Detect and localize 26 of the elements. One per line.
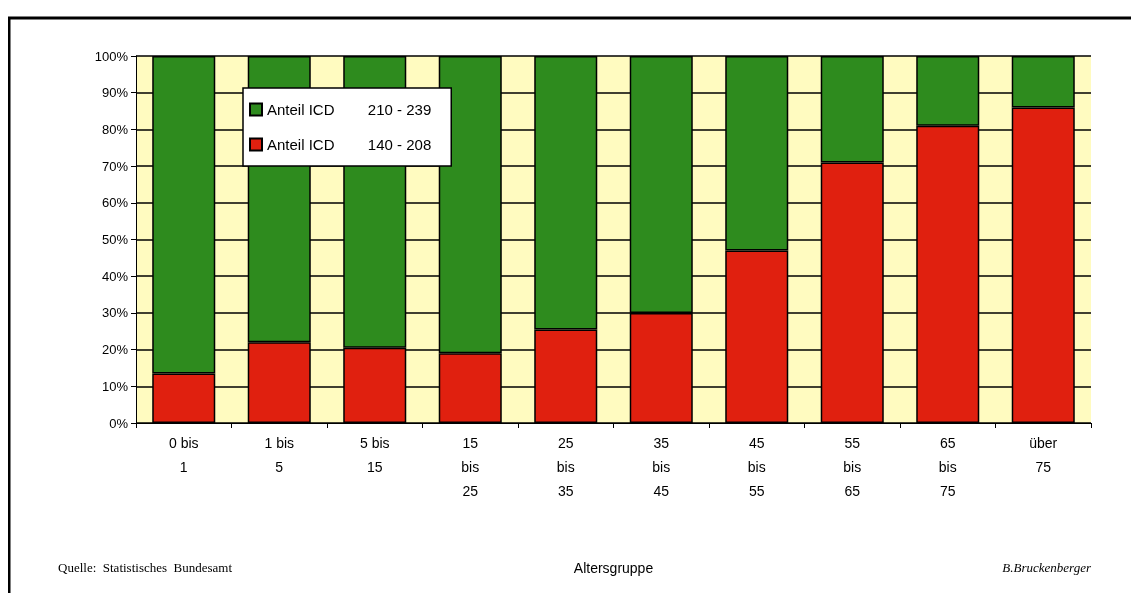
text: B.Bruckenberger [1002,560,1092,575]
y-tick-label: 50% [101,232,129,247]
x-tick-label: 25 bis 35 [556,435,575,499]
legend-label: Anteil ICD 210 - 239 [267,101,432,118]
y-tick-label: 100% [94,48,129,64]
x-tick-label: 5 bis 15 [359,435,390,475]
y-tick-label: 0% [109,415,129,431]
x-tick-label: 45 bis 55 [747,435,766,499]
y-tick-label: 70% [101,158,129,174]
x-axis-title: Altersgruppe [573,560,654,576]
y-tick-label: 90% [101,85,129,101]
x-tick-label: 15 bis 25 [461,435,480,499]
y-tick-label: 20% [101,342,129,358]
x-tick-label: 0 bis 1 [168,435,199,475]
y-tick-label: 40% [101,268,129,284]
x-tick-label: 1 bis 5 [264,435,295,475]
legend-label: Anteil ICD 140 - 208 [267,136,432,153]
x-tick-label: 35 bis 45 [652,435,671,499]
y-tick-label: 30% [101,305,129,321]
y-tick-label: 10% [101,378,129,394]
x-tick-label: über 75 [1029,435,1058,475]
x-tick-label: 55 bis 65 [843,435,862,499]
y-tick-label: 60% [101,195,129,211]
x-tick-label: 65 bis 75 [938,435,957,499]
y-tick-label: 80% [101,121,129,137]
source-note: Quelle: Statistisches Bundesamt [58,560,233,575]
